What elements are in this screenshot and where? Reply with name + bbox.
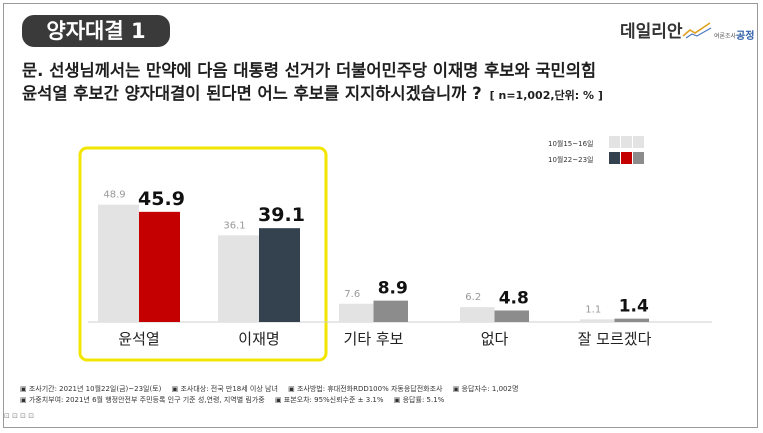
sample-note: [ n=1,002,단위: % ] — [489, 89, 603, 102]
label-other-current: 8.9 — [378, 279, 408, 299]
pollster-name: 공정 — [736, 31, 755, 42]
bar-unsure-prev — [580, 319, 615, 322]
label-lee-prev: 36.1 — [223, 220, 245, 231]
bar-yoon-current — [139, 211, 180, 322]
brand-logo: 데일리안 — [620, 22, 683, 42]
pollster-small-text: 여론조사 — [714, 33, 737, 40]
question-text: 윤석열 후보간 양자대결이 된다면 어느 후보를 지지하시겠습니까 ? — [22, 84, 482, 103]
category-unsure: 잘 모르겠다 — [578, 330, 652, 348]
label-yoon-prev: 48.9 — [103, 190, 125, 201]
footnote-error: ▣ 표본오차: 95%신뢰수준 ± 3.1% — [274, 396, 384, 404]
survey-footnote: ▣ 조사기간: 2021년 10월22일(금)~23일(토) ▣ 조사대상: 전… — [20, 384, 526, 406]
pollster-check-icon — [682, 22, 712, 39]
label-lee-current: 39.1 — [258, 204, 305, 226]
footnote-line-1: ▣ 조사기간: 2021년 10월22일(금)~23일(토) ▣ 조사대상: 전… — [20, 384, 526, 395]
footnote-respondents: ▣ 응답자수: 1,002명 — [452, 385, 519, 393]
bar-none-current — [494, 310, 529, 322]
footnote-target: ▣ 조사대상: 전국 만18세 이상 남녀 — [171, 385, 278, 393]
bar-unsure-current — [614, 318, 649, 322]
legend-swatch-prev-0 — [609, 136, 620, 148]
category-other: 기타 후보 — [344, 330, 404, 348]
legend-swatch-current-1 — [621, 152, 632, 164]
legend-label-current: 10월22~23일 — [548, 155, 593, 164]
legend-swatch-current-2 — [633, 152, 644, 164]
bar-other-current — [373, 300, 408, 322]
category-yoon: 윤석열 — [118, 330, 159, 348]
question-line-2: 윤석열 후보간 양자대결이 된다면 어느 후보를 지지하시겠습니까 ? [ n=1… — [22, 80, 603, 104]
label-unsure-prev: 1.1 — [585, 304, 601, 315]
bar-lee-current — [259, 228, 300, 322]
label-other-prev: 7.6 — [344, 289, 360, 300]
bar-none-prev — [460, 307, 495, 322]
label-yoon-current: 45.9 — [138, 188, 185, 210]
question-line-1: 문. 선생님께서는 만약에 다음 대통령 선거가 더불어민주당 이재명 후보와 … — [22, 61, 597, 80]
label-none-prev: 6.2 — [465, 292, 481, 303]
label-none-current: 4.8 — [499, 288, 529, 308]
legend-swatch-prev-2 — [633, 136, 644, 148]
title-badge: 양자대결 1 — [22, 15, 170, 47]
footnote-method: ▣ 조사방법: 휴대전화RDD100% 자동응답전화조사 — [288, 385, 443, 393]
corner-icons: ⊡ ⊡ ⊡ ⊡ — [4, 412, 35, 420]
legend-label-prev: 10월15~16일 — [548, 139, 593, 148]
bar-other-prev — [339, 303, 374, 322]
legend-swatch-prev-1 — [621, 136, 632, 148]
footnote-weighting: ▣ 가중치부여: 2021년 6월 행정안전부 주민등록 인구 기준 성,연령,… — [20, 396, 265, 404]
category-lee: 이재명 — [238, 330, 279, 348]
label-unsure-current: 1.4 — [619, 297, 649, 317]
footnote-response-rate: ▣ 응답률: 5.1% — [393, 396, 445, 404]
legend-swatch-current-0 — [609, 152, 620, 164]
bar-lee-prev — [218, 235, 259, 322]
footnote-period: ▣ 조사기간: 2021년 10월22일(금)~23일(토) — [20, 385, 162, 393]
footnote-line-2: ▣ 가중치부여: 2021년 6월 행정안전부 주민등록 인구 기준 성,연령,… — [20, 395, 526, 406]
bar-yoon-prev — [98, 204, 139, 322]
highlight-box — [78, 146, 328, 362]
category-none: 없다 — [481, 330, 509, 348]
